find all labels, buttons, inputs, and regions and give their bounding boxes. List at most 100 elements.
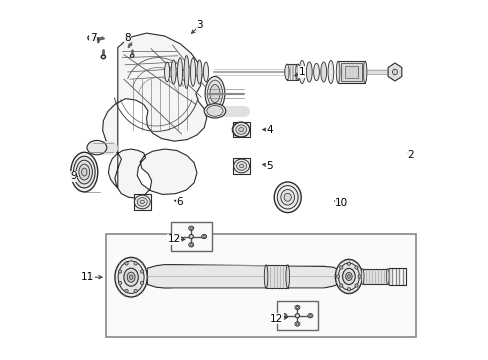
Text: 1: 1 [298, 67, 305, 77]
Bar [265, 265, 287, 288]
Text: 7: 7 [90, 33, 97, 43]
Bar [232, 158, 250, 174]
Polygon shape [102, 33, 206, 198]
Polygon shape [387, 63, 401, 81]
Ellipse shape [71, 152, 98, 192]
Ellipse shape [274, 182, 301, 212]
Ellipse shape [280, 189, 294, 205]
Ellipse shape [140, 270, 143, 273]
Bar [276, 301, 318, 330]
Ellipse shape [81, 168, 87, 176]
Ellipse shape [299, 60, 305, 84]
Ellipse shape [295, 314, 299, 318]
Ellipse shape [335, 259, 362, 293]
Ellipse shape [357, 275, 361, 278]
Polygon shape [147, 265, 337, 288]
Ellipse shape [183, 55, 189, 88]
Text: 12: 12 [167, 234, 181, 244]
Ellipse shape [88, 35, 94, 40]
Text: 6: 6 [176, 197, 183, 207]
Ellipse shape [79, 164, 89, 180]
Bar [362, 269, 387, 284]
Ellipse shape [207, 80, 222, 107]
Ellipse shape [130, 54, 134, 57]
Ellipse shape [236, 162, 246, 170]
Ellipse shape [189, 243, 192, 246]
Ellipse shape [140, 281, 143, 284]
Bar [340, 63, 361, 81]
Ellipse shape [203, 62, 208, 82]
Ellipse shape [189, 227, 192, 230]
Ellipse shape [282, 314, 286, 318]
Bar [232, 122, 249, 137]
Ellipse shape [140, 200, 144, 204]
Ellipse shape [203, 235, 205, 238]
Ellipse shape [284, 64, 288, 80]
Ellipse shape [175, 234, 181, 239]
Ellipse shape [294, 322, 299, 326]
Ellipse shape [73, 156, 95, 188]
Ellipse shape [164, 62, 169, 82]
Text: 8: 8 [124, 33, 131, 43]
Ellipse shape [235, 125, 246, 134]
Ellipse shape [127, 272, 135, 282]
Ellipse shape [336, 275, 339, 278]
Ellipse shape [232, 122, 249, 137]
Ellipse shape [87, 140, 106, 155]
Ellipse shape [118, 261, 144, 293]
Ellipse shape [123, 268, 138, 286]
Ellipse shape [201, 234, 206, 239]
Ellipse shape [361, 269, 363, 284]
Ellipse shape [188, 243, 193, 247]
Ellipse shape [264, 265, 267, 288]
Text: 9: 9 [70, 171, 77, 181]
Ellipse shape [134, 262, 137, 265]
Text: 2: 2 [406, 150, 412, 160]
Ellipse shape [239, 164, 244, 168]
Ellipse shape [115, 257, 147, 297]
Ellipse shape [336, 61, 339, 83]
Bar [286, 64, 297, 80]
Ellipse shape [177, 58, 182, 86]
Ellipse shape [129, 275, 133, 279]
Ellipse shape [233, 159, 249, 173]
Ellipse shape [209, 85, 220, 103]
Ellipse shape [339, 266, 342, 269]
Ellipse shape [294, 305, 299, 310]
Ellipse shape [238, 127, 244, 132]
Ellipse shape [295, 64, 299, 80]
Ellipse shape [118, 270, 122, 273]
Ellipse shape [307, 314, 312, 318]
Ellipse shape [284, 193, 291, 201]
Bar [344, 66, 358, 78]
Ellipse shape [189, 234, 193, 239]
Ellipse shape [235, 125, 246, 135]
Ellipse shape [306, 62, 311, 82]
Ellipse shape [320, 62, 326, 82]
Ellipse shape [339, 284, 342, 287]
Ellipse shape [277, 186, 298, 209]
Ellipse shape [345, 273, 351, 280]
Ellipse shape [346, 288, 350, 291]
Text: 5: 5 [266, 161, 272, 171]
Text: 4: 4 [266, 125, 272, 135]
Ellipse shape [283, 315, 285, 317]
Ellipse shape [125, 35, 130, 39]
Ellipse shape [124, 262, 128, 265]
Ellipse shape [363, 61, 366, 83]
Ellipse shape [285, 265, 289, 288]
Ellipse shape [346, 262, 350, 265]
Text: 3: 3 [196, 20, 203, 30]
Ellipse shape [308, 315, 311, 317]
Ellipse shape [134, 289, 137, 293]
Bar [133, 194, 151, 210]
Ellipse shape [238, 127, 244, 132]
Ellipse shape [232, 122, 249, 137]
Ellipse shape [347, 275, 349, 278]
Ellipse shape [118, 281, 122, 284]
Bar [106, 234, 415, 337]
Ellipse shape [177, 235, 179, 238]
Ellipse shape [204, 77, 224, 111]
Bar [337, 61, 365, 83]
Ellipse shape [188, 226, 193, 230]
